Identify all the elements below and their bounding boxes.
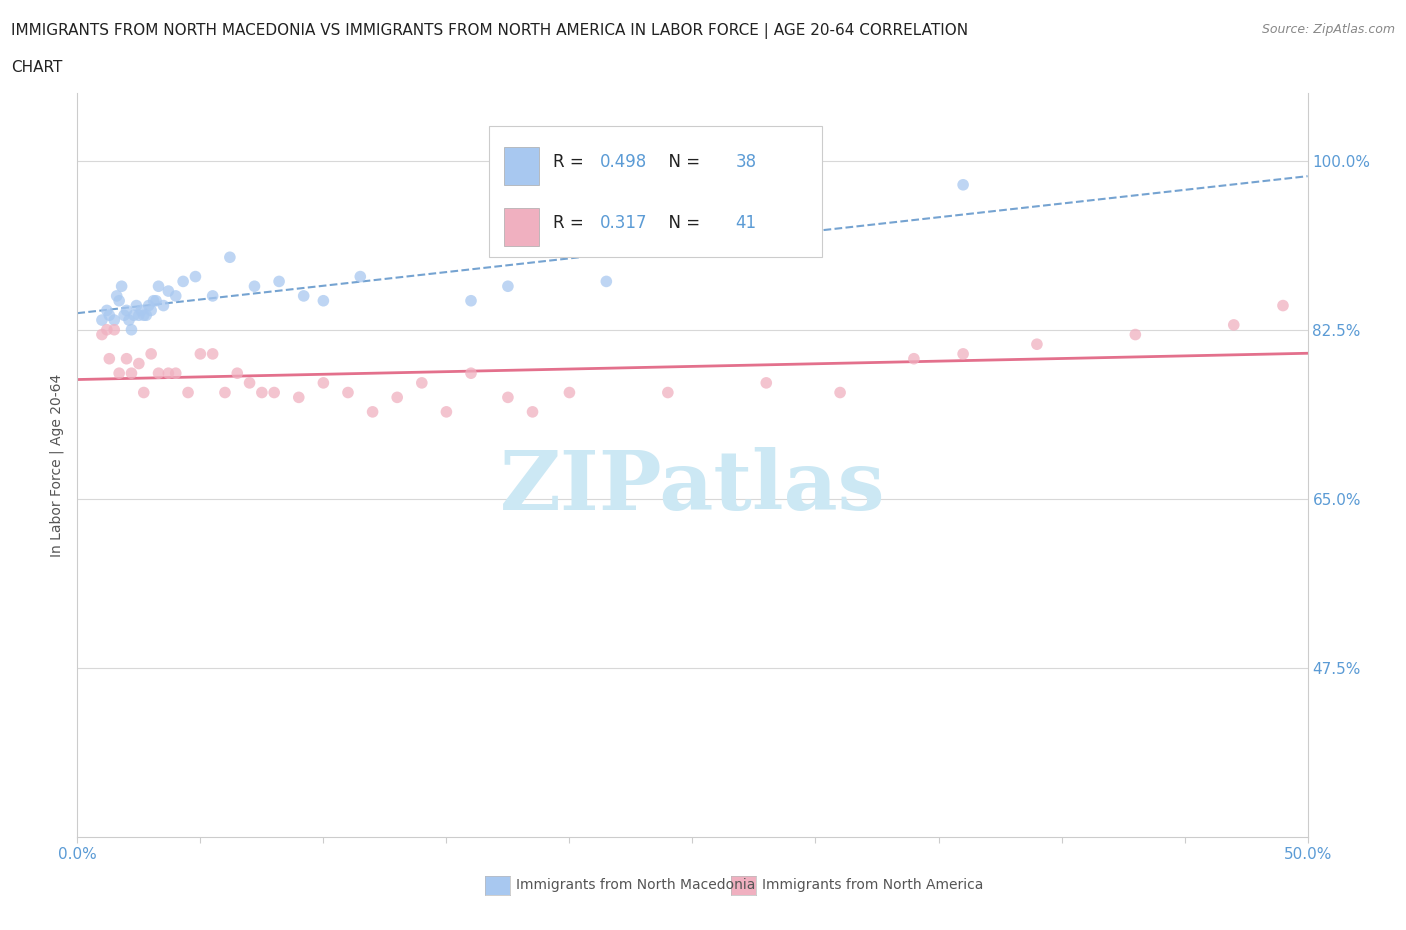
Point [312, 293, 335, 308]
Point [522, 405, 544, 419]
Point [105, 288, 128, 303]
Point [226, 365, 249, 380]
Point [98, 308, 121, 323]
Text: 41: 41 [735, 214, 756, 232]
Point [111, 279, 132, 294]
Point [115, 303, 138, 318]
Text: 0.498: 0.498 [600, 153, 647, 171]
Text: Immigrants from North America: Immigrants from North America [762, 878, 983, 893]
Point [141, 303, 163, 318]
Point [288, 390, 311, 405]
Text: R =: R = [554, 153, 589, 171]
Text: N =: N = [658, 214, 706, 232]
Point [148, 365, 170, 380]
Point [103, 312, 125, 327]
Point [128, 308, 150, 323]
Point [103, 323, 125, 338]
Point [903, 352, 925, 366]
Point [411, 376, 433, 391]
Text: Immigrants from North Macedonia: Immigrants from North Macedonia [516, 878, 755, 893]
Point [132, 308, 155, 323]
Text: 0.317: 0.317 [600, 214, 648, 232]
Point [121, 365, 143, 380]
Point [122, 308, 145, 323]
Point [1026, 337, 1049, 352]
Point [132, 385, 155, 400]
Point [135, 308, 157, 323]
Text: Source: ZipAtlas.com: Source: ZipAtlas.com [1261, 23, 1395, 36]
Point [145, 293, 167, 308]
Point [219, 250, 242, 265]
Point [131, 303, 153, 318]
Point [115, 352, 138, 366]
Point [1223, 317, 1246, 332]
Point [125, 299, 148, 313]
Point [138, 299, 160, 313]
Point [148, 279, 170, 294]
Y-axis label: In Labor Force | Age 20-64: In Labor Force | Age 20-64 [49, 373, 65, 557]
Point [177, 385, 200, 400]
Point [496, 390, 519, 405]
Point [96, 323, 118, 338]
Text: CHART: CHART [11, 60, 63, 75]
Point [269, 274, 291, 289]
Point [387, 390, 409, 405]
FancyBboxPatch shape [505, 147, 538, 184]
Point [243, 279, 266, 294]
Point [201, 288, 224, 303]
Point [952, 178, 974, 193]
Point [337, 385, 360, 400]
Point [90, 312, 114, 327]
FancyBboxPatch shape [505, 207, 538, 246]
Point [165, 365, 187, 380]
Text: 38: 38 [735, 153, 756, 171]
Point [292, 288, 315, 303]
Point [830, 385, 852, 400]
Point [96, 303, 118, 318]
Point [755, 376, 778, 391]
FancyBboxPatch shape [489, 126, 821, 257]
Point [121, 323, 143, 338]
Text: R =: R = [554, 214, 589, 232]
Text: IMMIGRANTS FROM NORTH MACEDONIA VS IMMIGRANTS FROM NORTH AMERICA IN LABOR FORCE : IMMIGRANTS FROM NORTH MACEDONIA VS IMMIG… [11, 23, 969, 39]
Point [239, 376, 262, 391]
Point [361, 405, 384, 419]
Point [112, 308, 135, 323]
Point [595, 274, 617, 289]
Text: N =: N = [658, 153, 706, 171]
Point [214, 385, 236, 400]
Point [157, 284, 180, 299]
Point [460, 293, 482, 308]
Point [1272, 299, 1295, 313]
Point [1125, 327, 1147, 342]
Point [152, 299, 174, 313]
Point [460, 365, 482, 380]
Point [165, 288, 187, 303]
Point [312, 376, 335, 391]
Point [201, 347, 224, 362]
Point [98, 352, 121, 366]
Point [142, 293, 165, 308]
Point [90, 327, 114, 342]
Point [108, 365, 131, 380]
Point [172, 274, 194, 289]
Point [108, 293, 131, 308]
Point [190, 347, 212, 362]
Point [349, 269, 371, 284]
Point [141, 347, 163, 362]
Point [184, 269, 207, 284]
Text: ZIPatlas: ZIPatlas [499, 447, 886, 527]
Point [558, 385, 581, 400]
Point [436, 405, 458, 419]
Point [263, 385, 285, 400]
Point [657, 385, 679, 400]
Point [496, 279, 519, 294]
Point [952, 347, 974, 362]
Point [128, 356, 150, 371]
Point [118, 312, 141, 327]
Point [157, 365, 180, 380]
Point [250, 385, 273, 400]
